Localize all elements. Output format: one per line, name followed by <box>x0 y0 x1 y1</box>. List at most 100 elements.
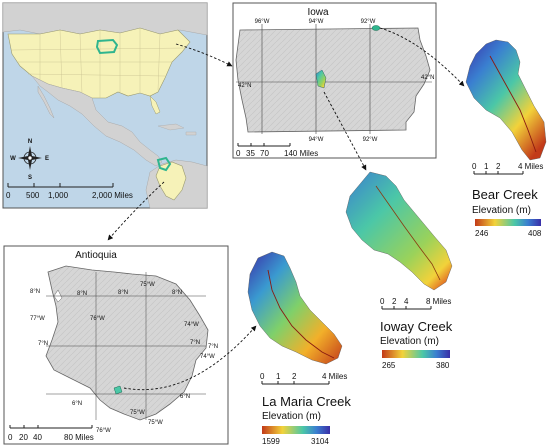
bear-creek-max: 408 <box>528 229 542 238</box>
arrow-iowa-to-bear <box>379 27 465 87</box>
world-scale-1000: 1,000 <box>48 191 69 200</box>
iowa-scale-140: 140 Miles <box>284 149 318 158</box>
la-maria-min: 1599 <box>262 437 280 446</box>
iowa-lon-96w: 96°W <box>255 19 270 25</box>
antioquia-scale-20: 20 <box>19 433 28 442</box>
antioquia-lat-7n-left: 7°N <box>38 341 48 347</box>
antioquia-lon-74w: 74°W <box>184 322 199 328</box>
compass-s: S <box>28 175 32 181</box>
bear-creek-watershed <box>465 39 547 161</box>
antioquia-extra-7n: 7°N <box>208 344 218 350</box>
arrow-usa-to-iowa <box>175 43 233 67</box>
bear-scale-1: 1 <box>484 162 489 171</box>
bear-scale-2: 2 <box>496 162 501 171</box>
la-maria-scale-2: 2 <box>292 372 297 381</box>
compass-n: N <box>28 139 32 145</box>
la-maria-watershed <box>247 251 343 365</box>
ioway-creek-legend-title: Elevation (m) <box>380 336 439 347</box>
antioquia-lon-75w-bottom: 75°W <box>148 420 163 426</box>
antioquia-extra-8n-a: 8°N <box>118 290 128 296</box>
arrow-colombia-to-antioquia <box>107 181 165 241</box>
la-maria-legend-title: Elevation (m) <box>262 411 321 422</box>
antioquia-highlight <box>156 156 172 172</box>
mexico-land <box>31 75 163 167</box>
baja-land <box>37 85 55 119</box>
antioquia-extra-8n-b: 8°N <box>172 290 182 296</box>
iowa-lon-94w: 94°W <box>309 19 324 25</box>
ioway-scale-4: 4 <box>404 297 409 306</box>
compass-e: E <box>45 156 49 162</box>
ioway-creek-max: 380 <box>436 361 450 370</box>
antioquia-lon-77w: 77°W <box>30 316 45 322</box>
bear-creek-panel: 0 1 2 4 Miles Bear Creek Elevation (m) 2… <box>465 39 547 238</box>
antioquia-lon-75w-lower: 75°W <box>130 410 145 416</box>
caribbean-islands <box>157 123 197 136</box>
bear-scale-bar: 0 1 2 4 Miles <box>472 162 543 175</box>
world-scale-bar: 0 500 1,000 2,000 Miles <box>6 183 133 200</box>
iowa-lon-92w: 92°W <box>361 19 376 25</box>
la-maria-scale-bar: 0 1 2 4 Miles <box>260 372 347 385</box>
iowa-scale-35: 35 <box>246 149 255 158</box>
bear-scale-4: 4 Miles <box>518 162 543 171</box>
ioway-scale-bar: 0 2 4 8 Miles <box>380 297 451 310</box>
antioquia-scale-0: 0 <box>8 433 13 442</box>
bear-creek-colorbar <box>475 219 541 226</box>
la-maria-max: 3104 <box>311 437 329 446</box>
compass-rose: N S E W <box>10 139 49 181</box>
connector-arrows <box>107 27 465 391</box>
antioquia-scale-40: 40 <box>33 433 42 442</box>
la-maria-creek-name: La Maria Creek <box>262 394 351 409</box>
iowa-scale-70: 70 <box>260 149 269 158</box>
iowa-scale-0: 0 <box>236 149 241 158</box>
world-scale-2000: 2,000 Miles <box>92 191 133 200</box>
ioway-creek-panel: 0 2 4 8 Miles Ioway Creek Elevation (m) … <box>345 171 453 370</box>
iowa-highlight <box>95 38 119 55</box>
bear-creek-min: 246 <box>475 229 489 238</box>
ioway-creek-marker <box>315 69 327 89</box>
iowa-lat-left: 42°N <box>238 83 251 89</box>
antioquia-lon-75w-top: 75°W <box>140 282 155 288</box>
la-maria-scale-1: 1 <box>276 372 281 381</box>
la-maria-stream <box>267 269 335 359</box>
ioway-scale-2: 2 <box>392 297 397 306</box>
ioway-creek-watershed <box>345 171 453 291</box>
antioquia-scale-80: 80 Miles <box>64 433 94 442</box>
antioquia-lat-7n-right: 7°N <box>190 340 200 346</box>
iowa-panel: Iowa 96°W 94°W 92°W 94°W 92°W 42°N 42°N … <box>232 2 437 159</box>
la-maria-scale-4: 4 Miles <box>322 372 347 381</box>
la-maria-colorbar <box>262 426 330 434</box>
bear-creek-marker <box>371 25 381 31</box>
iowa-lat-right: 42°N <box>421 75 434 81</box>
bear-creek-name: Bear Creek <box>472 187 538 202</box>
world-scale-0: 0 <box>6 191 11 200</box>
antioquia-lat-8n-inner: 8°N <box>77 291 87 297</box>
iowa-lon-94w-bottom: 94°W <box>309 137 324 143</box>
la-maria-marker <box>113 385 123 395</box>
antioquia-lon-74w-lower: 74°W <box>200 354 215 360</box>
ioway-creek-stream <box>375 185 441 281</box>
bear-creek-legend-title: Elevation (m) <box>472 205 531 216</box>
world-panel: N S E W 0 500 1,000 2,000 Miles <box>2 2 208 209</box>
la-maria-scale-0: 0 <box>260 372 265 381</box>
ioway-creek-min: 265 <box>382 361 396 370</box>
bear-creek-stream <box>489 55 537 153</box>
antioquia-scale-bar: 0 20 40 80 Miles <box>8 425 94 442</box>
ioway-scale-8: 8 Miles <box>426 297 451 306</box>
antioquia-title: Antioquia <box>75 250 117 261</box>
colombia-land <box>155 161 187 201</box>
antioquia-lat-6n-right: 6°N <box>180 394 190 400</box>
antioquia-panel: Antioquia 8°N 8°N 7°N 7°N 6°N 6°N 77°W 7… <box>3 245 229 445</box>
florida-land <box>149 95 161 115</box>
antioquia-lon-76w: 76°W <box>90 316 105 322</box>
ioway-creek-colorbar <box>382 350 450 358</box>
iowa-title: Iowa <box>307 7 329 18</box>
bear-scale-0: 0 <box>472 162 477 171</box>
antioquia-lat-8n-left: 8°N <box>30 289 40 295</box>
iowa-lon-92w-bottom: 92°W <box>363 137 378 143</box>
la-maria-creek-panel: 0 1 2 4 Miles La Maria Creek Elevation (… <box>247 251 351 446</box>
compass-w: W <box>10 156 16 162</box>
antioquia-lon-76w-bottom: 76°W <box>96 428 111 434</box>
iowa-state <box>235 27 431 133</box>
antioquia-lat-6n-left: 6°N <box>72 401 82 407</box>
